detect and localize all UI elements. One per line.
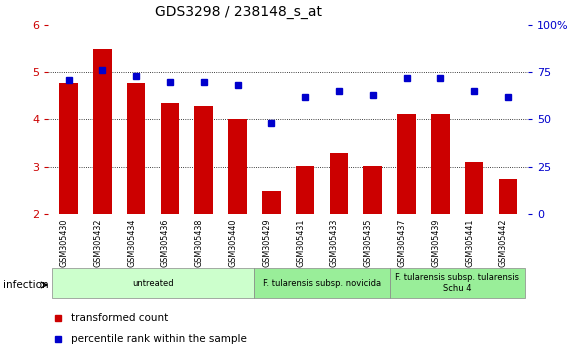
Bar: [194, 106, 213, 214]
Bar: [465, 162, 483, 214]
Text: untreated: untreated: [132, 279, 174, 288]
Bar: [262, 192, 281, 214]
Bar: [93, 50, 112, 214]
Text: GSM305439: GSM305439: [431, 218, 440, 267]
Text: GSM305435: GSM305435: [364, 218, 373, 267]
Text: infection: infection: [3, 280, 48, 290]
Text: GSM305430: GSM305430: [60, 218, 69, 267]
Bar: [228, 119, 247, 214]
Text: transformed count: transformed count: [72, 313, 169, 323]
Bar: [390, 268, 525, 298]
Text: GSM305436: GSM305436: [161, 218, 170, 267]
Text: GSM305431: GSM305431: [296, 218, 305, 267]
Text: GSM305433: GSM305433: [330, 218, 339, 267]
Text: GSM305434: GSM305434: [127, 218, 136, 267]
Bar: [329, 153, 348, 214]
Text: F. tularensis subsp. novicida: F. tularensis subsp. novicida: [263, 279, 381, 288]
Text: GSM305438: GSM305438: [195, 218, 204, 267]
Text: GSM305429: GSM305429: [262, 218, 272, 267]
Text: GSM305437: GSM305437: [398, 218, 407, 267]
Text: GSM305441: GSM305441: [465, 218, 474, 267]
Text: GDS3298 / 238148_s_at: GDS3298 / 238148_s_at: [155, 5, 322, 19]
Bar: [499, 179, 517, 214]
Bar: [59, 82, 78, 214]
Text: GSM305440: GSM305440: [228, 218, 237, 267]
Text: percentile rank within the sample: percentile rank within the sample: [72, 334, 247, 344]
Bar: [364, 166, 382, 214]
Bar: [127, 82, 145, 214]
Text: GSM305442: GSM305442: [499, 218, 508, 267]
Bar: [296, 166, 315, 214]
Bar: [254, 268, 390, 298]
Bar: [52, 268, 254, 298]
Bar: [397, 114, 416, 214]
Bar: [161, 103, 179, 214]
Bar: [431, 114, 450, 214]
Text: GSM305432: GSM305432: [93, 218, 102, 267]
Text: F. tularensis subsp. tularensis
Schu 4: F. tularensis subsp. tularensis Schu 4: [395, 274, 519, 293]
